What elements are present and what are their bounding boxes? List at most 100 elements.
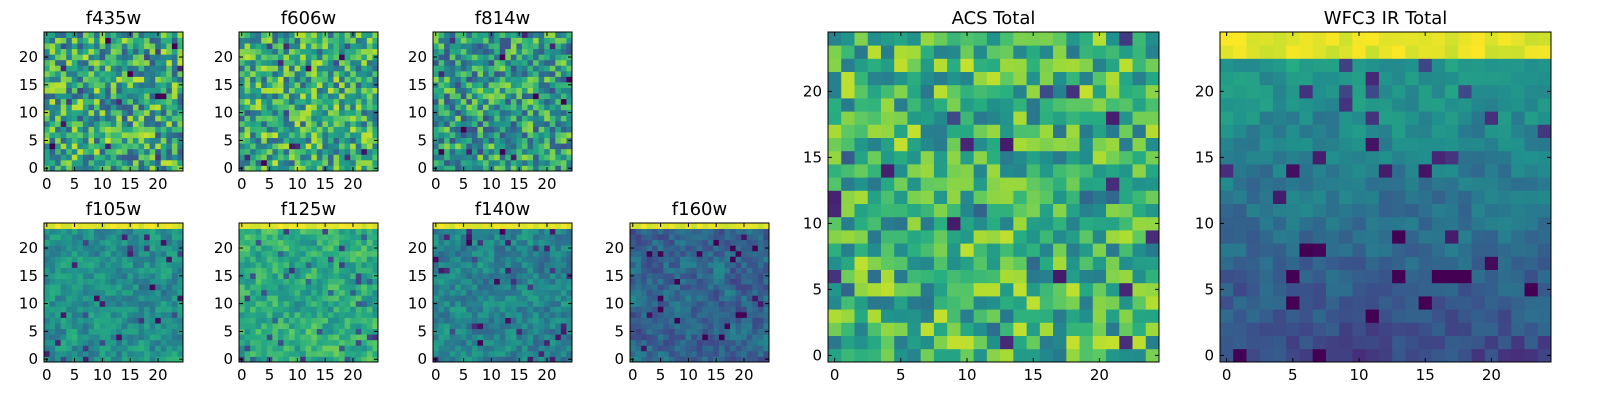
heatmap-cell bbox=[647, 284, 653, 290]
heatmap-cell bbox=[328, 345, 334, 351]
heatmap-cell bbox=[245, 138, 251, 144]
heatmap-cell bbox=[450, 273, 456, 279]
heatmap-cell bbox=[730, 323, 736, 329]
heatmap-cell bbox=[713, 301, 719, 307]
heatmap-cell bbox=[483, 65, 489, 71]
heatmap-cell bbox=[455, 256, 461, 262]
heatmap-cell bbox=[466, 279, 472, 285]
heatmap-cell bbox=[155, 38, 161, 44]
heatmap-cell bbox=[295, 256, 301, 262]
heatmap-cell bbox=[691, 345, 697, 351]
heatmap-cell bbox=[66, 256, 72, 262]
heatmap-cell bbox=[250, 318, 256, 324]
heatmap-cell bbox=[533, 251, 539, 257]
heatmap-cell bbox=[256, 121, 262, 127]
heatmap-cell bbox=[77, 245, 83, 251]
heatmap-cell bbox=[636, 323, 642, 329]
heatmap-cell bbox=[83, 273, 89, 279]
heatmap-cell bbox=[317, 138, 323, 144]
heatmap-cell bbox=[133, 99, 139, 105]
heatmap-cell bbox=[88, 121, 94, 127]
heatmap-cell bbox=[116, 49, 122, 55]
heatmap-cell bbox=[466, 99, 472, 105]
heatmap-cell bbox=[708, 234, 714, 240]
heatmap-cell bbox=[561, 76, 567, 82]
heatmap-cell bbox=[272, 301, 278, 307]
heatmap-cell bbox=[361, 104, 367, 110]
heatmap-cell bbox=[752, 229, 758, 235]
heatmap-cell bbox=[719, 295, 725, 301]
heatmap-cell bbox=[647, 323, 653, 329]
heatmap-cell bbox=[647, 334, 653, 340]
heatmap-cell bbox=[505, 60, 511, 66]
heatmap-cell bbox=[505, 340, 511, 346]
heatmap-cell bbox=[250, 132, 256, 138]
heatmap-cell bbox=[172, 345, 178, 351]
heatmap-cell bbox=[111, 256, 117, 262]
heatmap-cell bbox=[494, 251, 500, 257]
heatmap-cell bbox=[483, 290, 489, 296]
heatmap-cell bbox=[960, 256, 974, 270]
heatmap-cell bbox=[161, 351, 167, 357]
heatmap-cell bbox=[561, 143, 567, 149]
heatmap-cell bbox=[328, 267, 334, 273]
heatmap-cell bbox=[317, 115, 323, 121]
heatmap-cell bbox=[172, 267, 178, 273]
heatmap-cell bbox=[522, 262, 528, 268]
heatmap-cell bbox=[539, 234, 545, 240]
heatmap-cell bbox=[172, 138, 178, 144]
heatmap-cell bbox=[256, 245, 262, 251]
heatmap-cell bbox=[533, 273, 539, 279]
heatmap-cell bbox=[489, 245, 495, 251]
heatmap-cell bbox=[947, 164, 961, 178]
heatmap-cell bbox=[466, 93, 472, 99]
heatmap-cell bbox=[841, 230, 855, 244]
heatmap-cell bbox=[83, 104, 89, 110]
heatmap-cell bbox=[166, 334, 172, 340]
heatmap-cell bbox=[921, 164, 935, 178]
heatmap-cell bbox=[630, 284, 636, 290]
heatmap-cell bbox=[139, 99, 145, 105]
heatmap-cell bbox=[494, 323, 500, 329]
heatmap-cell bbox=[256, 234, 262, 240]
heatmap-cell bbox=[691, 284, 697, 290]
heatmap-cell bbox=[947, 322, 961, 336]
heatmap-cell bbox=[477, 49, 483, 55]
heatmap-cell bbox=[94, 76, 100, 82]
heatmap-cell bbox=[881, 256, 895, 270]
heatmap-cell bbox=[356, 323, 362, 329]
heatmap-cell bbox=[500, 38, 506, 44]
heatmap-cell bbox=[752, 245, 758, 251]
heatmap-cell bbox=[1040, 230, 1054, 244]
y-tick-label: 10 bbox=[19, 295, 38, 313]
heatmap-cell bbox=[477, 110, 483, 116]
heatmap-cell bbox=[267, 138, 273, 144]
heatmap-cell bbox=[1133, 296, 1147, 310]
heatmap-cell bbox=[311, 32, 317, 38]
heatmap-cell bbox=[483, 88, 489, 94]
heatmap-cell bbox=[1000, 151, 1014, 165]
heatmap-cell bbox=[139, 229, 145, 235]
heatmap-cell bbox=[88, 65, 94, 71]
heatmap-cell bbox=[1027, 151, 1041, 165]
heatmap-cell bbox=[356, 54, 362, 60]
heatmap-cell bbox=[1027, 296, 1041, 310]
heatmap-cell bbox=[61, 76, 67, 82]
heatmap-cell bbox=[522, 229, 528, 235]
heatmap-cell bbox=[289, 65, 295, 71]
heatmap-cell bbox=[139, 143, 145, 149]
heatmap-cell bbox=[150, 329, 156, 335]
heatmap-cell bbox=[691, 318, 697, 324]
heatmap-cell bbox=[691, 290, 697, 296]
heatmap-cell bbox=[466, 301, 472, 307]
heatmap-cell bbox=[55, 93, 61, 99]
heatmap-cell bbox=[300, 334, 306, 340]
heatmap-cell bbox=[88, 132, 94, 138]
heatmap-cell bbox=[528, 93, 534, 99]
heatmap-cell bbox=[450, 88, 456, 94]
heatmap-cell bbox=[267, 71, 273, 77]
heatmap-cell bbox=[272, 110, 278, 116]
heatmap-cell bbox=[691, 334, 697, 340]
heatmap-cell bbox=[455, 38, 461, 44]
heatmap-cell bbox=[356, 351, 362, 357]
